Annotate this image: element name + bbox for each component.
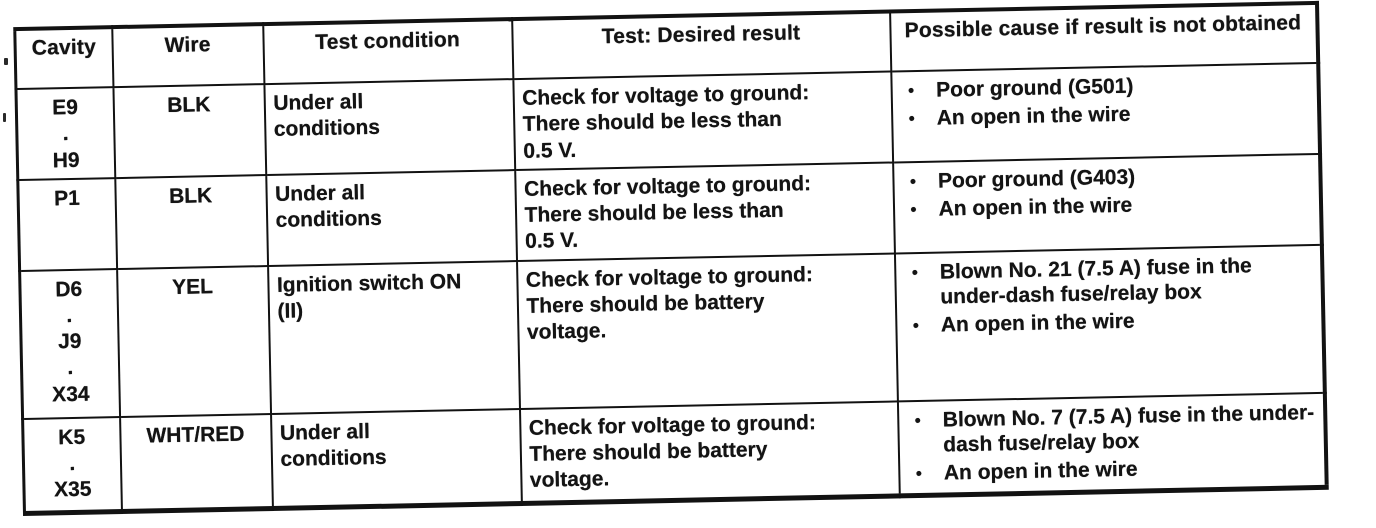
possible-cause-item: • Blown No. 7 (7.5 A) fuse in the under-d… — [911, 400, 1318, 459]
column-header-wire: Wire — [111, 24, 264, 88]
cavity-cell-text: P1 — [53, 186, 80, 211]
wire-cell-text: BLK — [167, 93, 211, 118]
bullet-icon: • — [909, 171, 917, 191]
possible-cause-cell: • Poor ground (G403) • An open in the wire — [892, 153, 1322, 253]
cavity-cell: E9 . H9 — [15, 87, 115, 180]
possible-cause-text: An open in the wire — [943, 457, 1138, 485]
wire-cell: BLK — [114, 174, 268, 269]
test-condition-cell: Under all conditions — [270, 408, 522, 509]
test-condition-cell-text: Under all conditions — [273, 90, 381, 142]
desired-result-cell-text: Check for voltage to ground: There shoul… — [523, 171, 812, 254]
scan-speck — [3, 113, 6, 122]
cavity-cell-text: E9 . H9 — [52, 95, 80, 172]
table-row: D6 . J9 . X34 YEL Ignition switch ON (II) C… — [19, 244, 1325, 419]
desired-result-cell-text: Check for voltage to ground: There shoul… — [525, 262, 814, 344]
possible-cause-text: Blown No. 7 (7.5 A) fuse in the under-da… — [942, 400, 1315, 457]
wire-cell: YEL — [116, 265, 271, 417]
desired-result-cell: Check for voltage to ground: There shoul… — [512, 71, 893, 170]
desired-result-cell: Check for voltage to ground: There shoul… — [514, 162, 895, 261]
possible-cause-text: Blown No. 21 (7.5 A) fuse in the under-d… — [939, 253, 1252, 309]
test-condition-cell-text: Ignition switch ON (II) — [276, 269, 462, 323]
column-header-possible-cause: Possible cause if result is not obtained — [889, 2, 1318, 72]
table-sheet: Cavity Wire Test condition Test: Desired re… — [13, 0, 1329, 516]
cavity-cell: P1 — [17, 177, 117, 271]
possible-cause-text: An open in the wire — [936, 102, 1131, 130]
possible-cause-item: • An open in the wire — [906, 189, 1312, 223]
possible-cause-list: • Poor ground (G501) • An open in the wire — [900, 70, 1311, 132]
column-header-cavity: Cavity — [14, 27, 113, 90]
bullet-icon: • — [915, 463, 923, 483]
scan-speck — [4, 58, 8, 65]
cavity-cell: D6 . J9 . X34 — [19, 268, 120, 419]
wire-cell: BLK — [112, 84, 266, 178]
possible-cause-item: • An open in the wire — [904, 98, 1310, 132]
wire-cell-text: WHT/RED — [146, 422, 245, 448]
desired-result-cell-text: Check for voltage to ground: There shoul… — [528, 410, 817, 492]
possible-cause-item: • Blown No. 21 (7.5 A) fuse in the under-… — [908, 252, 1315, 311]
cavity-cell-text: D6 . J9 . X34 — [51, 277, 90, 406]
desired-result-cell: Check for voltage to ground: There shoul… — [516, 252, 898, 409]
cavity-cell: K5 . X35 — [22, 416, 122, 514]
possible-cause-cell: • Poor ground (G501) • An open in the wire — [890, 62, 1320, 163]
bullet-icon: • — [912, 315, 920, 335]
column-header-test-condition: Test condition — [262, 19, 513, 85]
wire-cell-text: BLK — [168, 183, 213, 208]
possible-cause-item: • An open in the wire — [912, 453, 1318, 487]
column-header-desired-result: Test: Desired result — [511, 11, 891, 80]
possible-cause-cell: • Blown No. 7 (7.5 A) fuse in the under-d… — [897, 392, 1327, 496]
test-condition-cell: Under all conditions — [263, 79, 515, 175]
bullet-icon: • — [911, 262, 918, 282]
test-condition-cell: Ignition switch ON (II) — [267, 260, 520, 414]
possible-cause-item: • An open in the wire — [909, 305, 1315, 339]
possible-cause-list: • Blown No. 7 (7.5 A) fuse in the under-d… — [907, 400, 1319, 487]
test-condition-cell-text: Under all conditions — [274, 180, 383, 232]
test-condition-cell-text: Under all conditions — [279, 419, 387, 471]
possible-cause-list: • Blown No. 21 (7.5 A) fuse in the under-… — [904, 252, 1316, 339]
bullet-icon: • — [908, 109, 915, 129]
possible-cause-text: An open in the wire — [938, 193, 1133, 221]
desired-result-cell: Check for voltage to ground: There shoul… — [519, 400, 900, 504]
cavity-cell-text: K5 . X35 — [53, 425, 92, 502]
wire-cell: WHT/RED — [119, 413, 273, 512]
possible-cause-text: An open in the wire — [940, 309, 1135, 337]
bullet-icon: • — [910, 199, 917, 219]
desired-result-cell-text: Check for voltage to ground: There shoul… — [522, 81, 810, 163]
wire-cell-text: YEL — [171, 274, 214, 299]
wire-troubleshooting-table: Cavity Wire Test condition Test: Desired re… — [13, 0, 1329, 516]
bullet-icon: • — [914, 410, 921, 430]
bullet-icon: • — [907, 81, 915, 101]
possible-cause-cell: • Blown No. 21 (7.5 A) fuse in the under-… — [894, 244, 1325, 401]
test-condition-cell: Under all conditions — [265, 169, 517, 266]
possible-cause-list: • Poor ground (G403) • An open in the wire — [902, 161, 1313, 223]
